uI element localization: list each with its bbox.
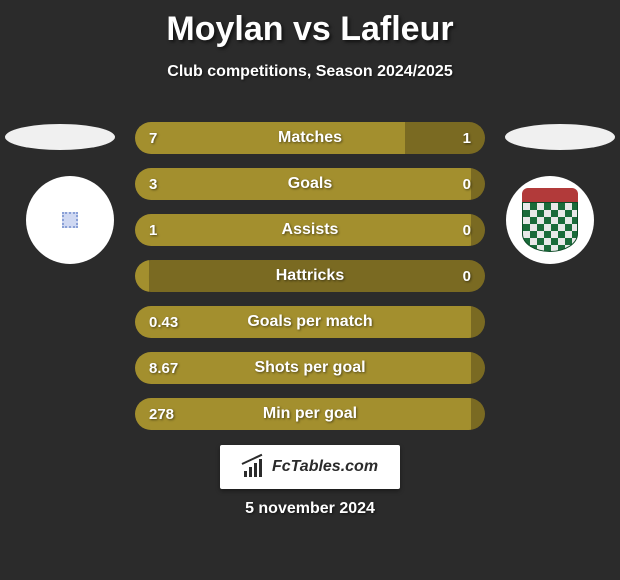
stat-left-value: 7 (149, 130, 157, 147)
stat-right-value: 0 (463, 176, 471, 193)
stat-right-segment: 1 (405, 122, 486, 154)
stat-left-segment: 0 (135, 260, 149, 292)
stat-right-segment: 0 (471, 214, 485, 246)
stat-left-value: 1 (149, 222, 157, 239)
stat-left-segment: 278 (135, 398, 471, 430)
placeholder-crest-icon (62, 212, 78, 228)
stat-row: 00Hattricks (135, 260, 485, 292)
stat-row: 10Assists (135, 214, 485, 246)
watermark-text: FcTables.com (272, 458, 378, 476)
stat-row: 30Goals (135, 168, 485, 200)
stat-left-segment: 7 (135, 122, 405, 154)
stat-left-value: 8.67 (149, 360, 178, 377)
stat-row: 0.43Goals per match (135, 306, 485, 338)
right-club-shield (506, 176, 594, 264)
stat-left-value: 3 (149, 176, 157, 193)
checker-crest-icon (522, 188, 578, 252)
stat-right-segment (471, 352, 485, 384)
right-player-cap (505, 124, 615, 150)
stat-left-segment: 0.43 (135, 306, 471, 338)
stat-left-value: 0.43 (149, 314, 178, 331)
stats-bars: 71Matches30Goals10Assists00Hattricks0.43… (135, 122, 485, 444)
left-player-cap (5, 124, 115, 150)
chart-icon (242, 457, 266, 477)
page-title: Moylan vs Lafleur (0, 0, 620, 49)
stat-row: 71Matches (135, 122, 485, 154)
stat-right-segment: 0 (149, 260, 485, 292)
stat-right-value: 0 (463, 268, 471, 285)
stat-row: 8.67Shots per goal (135, 352, 485, 384)
stat-right-segment (471, 306, 485, 338)
stat-left-segment: 1 (135, 214, 471, 246)
stat-row: 278Min per goal (135, 398, 485, 430)
stat-right-segment: 0 (471, 168, 485, 200)
stat-right-value: 1 (463, 130, 471, 147)
stat-left-segment: 8.67 (135, 352, 471, 384)
page-subtitle: Club competitions, Season 2024/2025 (0, 63, 620, 81)
watermark: FcTables.com (220, 445, 400, 489)
left-club-shield (26, 176, 114, 264)
stat-left-value: 278 (149, 406, 174, 423)
stat-left-segment: 3 (135, 168, 471, 200)
stat-right-segment (471, 398, 485, 430)
stat-right-value: 0 (463, 222, 471, 239)
date-text: 5 november 2024 (0, 500, 620, 518)
